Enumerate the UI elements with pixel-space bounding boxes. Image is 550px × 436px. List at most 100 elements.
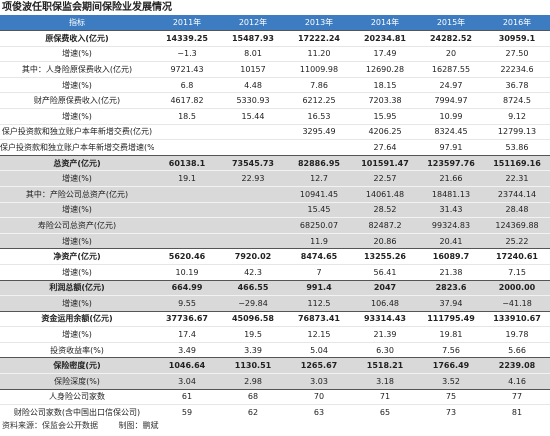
- title: 项俊波任职保监会期间保险业发展情况: [2, 2, 172, 13]
- cell: −1.3: [154, 45, 220, 62]
- cell: 62: [220, 404, 286, 420]
- cell: 73545.73: [220, 154, 286, 171]
- cell: 133910.67: [484, 310, 550, 327]
- header-row: 指标 2011年 2012年 2013年 2014年 2015年 2016年: [0, 15, 550, 31]
- row: 保险深度(%) 3.04 2.98 3.03 3.18 3.52 4.16: [0, 373, 550, 390]
- cell: 6.8: [154, 76, 220, 93]
- row-label: 增速(%): [0, 295, 154, 312]
- cell: 3.04: [154, 373, 220, 390]
- cell: 28.48: [484, 201, 550, 218]
- cell: 12.15: [286, 326, 352, 343]
- row-label: 原保费收入(亿元): [0, 30, 154, 47]
- cell: 4617.82: [154, 92, 220, 109]
- cell: 22234.6: [484, 61, 550, 78]
- row-label: 保户投资款和独立账户本年新增交费增速(%): [0, 139, 154, 156]
- row: 保险密度(元) 1046.64 1130.51 1265.67 1518.21 1766.…: [0, 357, 550, 374]
- cell: [154, 201, 220, 218]
- cell: 3.52: [418, 373, 484, 390]
- cell: 3.18: [352, 373, 418, 390]
- cell: [220, 123, 286, 140]
- cell: 10157: [220, 61, 286, 78]
- cell: 73: [418, 404, 484, 420]
- cell: 65: [352, 404, 418, 420]
- cell: 5330.93: [220, 92, 286, 109]
- cell: 19.81: [418, 326, 484, 343]
- row: 增速(%) 6.8 4.48 7.86 18.15 24.97 36.78: [0, 76, 550, 93]
- row: 其中：产险公司总资产(亿元) 10941.45 14061.48 18481.13 23…: [0, 185, 550, 203]
- header-cell: 2011年: [154, 15, 220, 31]
- cell: 9721.43: [154, 61, 220, 78]
- row: 保户投资款和独立账户本年新增交费(亿元) 3295.49 4206.25 8324.4…: [0, 123, 550, 140]
- cell: 30959.1: [484, 30, 550, 47]
- credit: 制图：鹏斌: [118, 421, 159, 430]
- cell: 15.45: [286, 201, 352, 218]
- cell: 664.99: [154, 279, 220, 296]
- cell: 10941.45: [286, 185, 352, 203]
- cell: 10.99: [418, 107, 484, 125]
- row: 增速(%) 18.5 15.44 16.53 15.95 10.99 9.12: [0, 107, 550, 125]
- cell: [220, 139, 286, 156]
- cell: 1265.67: [286, 357, 352, 374]
- cell: 17.49: [352, 45, 418, 62]
- cell: 20: [418, 45, 484, 62]
- cell: 68250.07: [286, 217, 352, 234]
- cell: 7.15: [484, 263, 550, 280]
- cell: 56.41: [352, 263, 418, 280]
- row: 增速(%) 10.19 42.3 7 56.41 21.38 7.15: [0, 263, 550, 280]
- row: 利润总额(亿元) 664.99 466.55 991.4 2047 2823.6 2000.…: [0, 279, 550, 296]
- cell: [220, 185, 286, 203]
- cell: 14061.48: [352, 185, 418, 203]
- cell: 7994.97: [418, 92, 484, 109]
- row-label: 财产险原保费收入(亿元): [0, 92, 154, 109]
- row-label: 资金运用余额(亿元): [0, 310, 154, 327]
- cell: [154, 139, 220, 156]
- cell: 22.57: [352, 170, 418, 187]
- cell: 3.39: [220, 341, 286, 358]
- cell: 12.7: [286, 170, 352, 187]
- cell: 7203.38: [352, 92, 418, 109]
- cell: 8724.5: [484, 92, 550, 109]
- cell: 2047: [352, 279, 418, 296]
- cell: 25.22: [484, 232, 550, 249]
- cell: [220, 232, 286, 249]
- row-label: 保户投资款和独立账户本年新增交费(亿元): [0, 123, 154, 140]
- row-label: 利润总额(亿元): [0, 279, 154, 296]
- row-label: 其中：产险公司总资产(亿元): [0, 185, 154, 203]
- cell: 15.44: [220, 107, 286, 125]
- row: 保户投资款和独立账户本年新增交费增速(%) 27.64 97.91 53.86: [0, 139, 550, 156]
- row-label: 增速(%): [0, 201, 154, 218]
- cell: 124369.88: [484, 217, 550, 234]
- cell: [220, 217, 286, 234]
- header-cell: 2015年: [418, 15, 484, 31]
- cell: 991.4: [286, 279, 352, 296]
- cell: 15.95: [352, 107, 418, 125]
- cell: 68: [220, 388, 286, 405]
- cell: 22.31: [484, 170, 550, 187]
- row: 财产险原保费收入(亿元) 4617.82 5330.93 6212.25 7203.38…: [0, 92, 550, 109]
- cell: 3.49: [154, 341, 220, 358]
- row: 增速(%) 11.9 20.86 20.41 25.22: [0, 232, 550, 249]
- header-cell: 指标: [0, 15, 154, 31]
- header-cell: 2013年: [286, 15, 352, 31]
- cell: 19.78: [484, 326, 550, 343]
- cell: 17240.61: [484, 248, 550, 265]
- cell: 1130.51: [220, 357, 286, 374]
- row-label: 增速(%): [0, 263, 154, 280]
- cell: 21.39: [352, 326, 418, 343]
- row: 增速(%) 17.4 19.5 12.15 21.39 19.81 19.78: [0, 326, 550, 343]
- cell: 4.48: [220, 76, 286, 93]
- row-label: 增速(%): [0, 170, 154, 187]
- cell: 81: [484, 404, 550, 420]
- cell: 106.48: [352, 295, 418, 312]
- cell: 21.66: [418, 170, 484, 187]
- cell: 16.53: [286, 107, 352, 125]
- cell: 19.1: [154, 170, 220, 187]
- row: 其中：人身险原保费收入(亿元) 9721.43 10157 11009.98 12690…: [0, 61, 550, 78]
- cell: [154, 217, 220, 234]
- cell: 101591.47: [352, 154, 418, 171]
- cell: 59: [154, 404, 220, 420]
- row: 总资产(亿元) 60138.1 73545.73 82886.95 101591.47 1…: [0, 154, 550, 171]
- header-cell: 2016年: [484, 15, 550, 31]
- cell: 71: [352, 388, 418, 405]
